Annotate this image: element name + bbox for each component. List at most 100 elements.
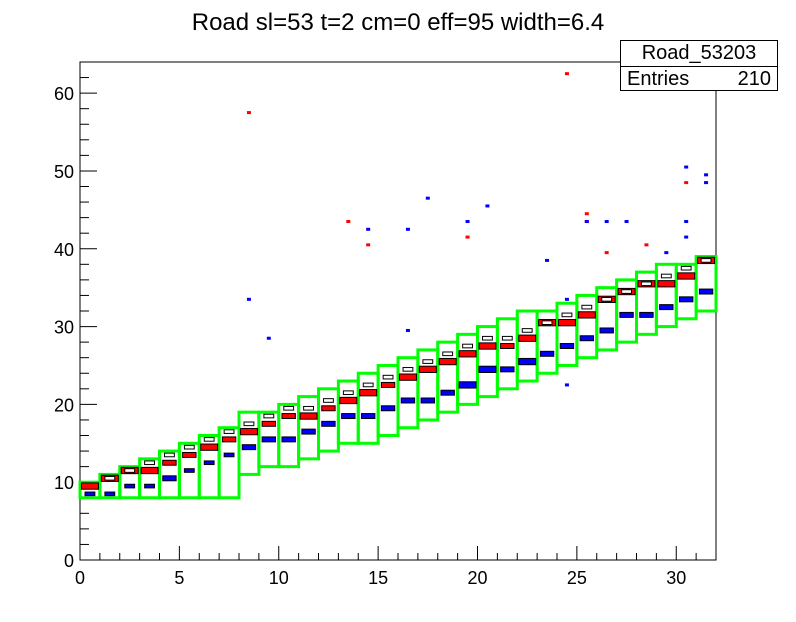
histogram-cell — [162, 475, 177, 482]
histogram-cell — [243, 421, 255, 427]
histogram-cell-outlier — [684, 165, 689, 169]
road-window-box — [495, 317, 519, 391]
plot-frame — [79, 61, 717, 561]
histogram-cell — [420, 397, 436, 404]
histogram-cell — [559, 343, 575, 349]
histogram-cell-outlier — [584, 212, 589, 216]
histogram-cells — [80, 72, 716, 497]
histogram-cell — [203, 437, 215, 442]
histogram-cell — [183, 444, 195, 450]
road-window-box — [158, 449, 181, 500]
road-window-box — [237, 410, 261, 476]
histogram-cell — [239, 427, 258, 436]
histogram-cell — [339, 396, 358, 405]
y-tick-label: 10 — [54, 473, 74, 493]
histogram-cell-outlier — [604, 220, 609, 224]
histogram-cell — [639, 311, 654, 318]
histogram-cell-outlier — [564, 297, 569, 301]
histogram-cell — [539, 350, 555, 357]
histogram-cell — [599, 327, 614, 334]
histogram-cell — [380, 381, 396, 388]
x-tick-label: 0 — [75, 568, 85, 588]
histogram-cell-outlier — [246, 111, 251, 115]
histogram-cell — [458, 381, 477, 389]
x-tick-label: 15 — [368, 568, 388, 588]
histogram-cell — [579, 335, 595, 342]
histogram-cell — [261, 436, 277, 443]
histogram-cell — [557, 319, 576, 327]
histogram-cell-outlier — [465, 235, 470, 239]
histogram-cell — [398, 373, 417, 381]
histogram-cell-outlier — [266, 336, 271, 340]
chart-title: Road sl=53 t=2 cm=0 eff=95 width=6.4 — [192, 9, 605, 36]
histogram-cell — [283, 405, 295, 411]
road-windows — [78, 255, 718, 500]
histogram-cell-outlier — [405, 227, 410, 231]
histogram-cell — [241, 444, 257, 451]
histogram-cell — [561, 312, 573, 318]
histogram-cell — [418, 365, 437, 374]
histogram-cell — [478, 365, 497, 374]
histogram-cell — [678, 296, 694, 303]
histogram-cell — [200, 443, 219, 451]
histogram-cell — [104, 475, 116, 481]
histogram-cell-outlier — [624, 220, 629, 224]
histogram-cell-outlier — [545, 258, 550, 262]
y-tick-label: 40 — [54, 240, 74, 260]
y-tick-label: 50 — [54, 162, 74, 182]
histogram-cell — [700, 258, 712, 263]
histogram-cell — [223, 452, 235, 458]
histogram-cell-outlier — [366, 227, 371, 231]
histogram-cell — [223, 429, 235, 434]
histogram-cell — [660, 273, 672, 279]
histogram-cell — [203, 460, 215, 466]
histogram-cell — [521, 328, 533, 333]
histogram-cell — [360, 413, 376, 420]
y-tick-label: 60 — [54, 84, 74, 104]
histogram-cell-outlier — [684, 235, 689, 239]
histogram-cell — [478, 342, 497, 350]
histogram-cell — [659, 304, 674, 311]
tick-labels: 0 5 10 15 20 25 30 0 10 20 30 40 50 60 — [54, 84, 686, 588]
histogram-cell — [402, 367, 414, 372]
stats-box-entries-row: Entries 210 — [621, 67, 777, 92]
histogram-cell-outlier — [564, 72, 569, 76]
histogram-cell-outlier — [604, 251, 609, 255]
histogram-cell — [183, 468, 195, 473]
stats-entries-label: Entries — [627, 68, 690, 90]
histogram-cell — [359, 389, 378, 397]
histogram-cell — [124, 483, 136, 489]
histogram-cell — [261, 420, 277, 427]
stats-entries-value: 210 — [737, 68, 771, 90]
histogram-cell — [500, 366, 515, 373]
histogram-cell — [124, 468, 136, 473]
histogram-cell — [442, 351, 454, 357]
histogram-cell — [501, 335, 513, 341]
road-window-box — [555, 301, 579, 367]
histogram-cell — [362, 382, 374, 388]
histogram-cell — [680, 265, 692, 271]
histogram-cell — [301, 428, 316, 435]
histogram-cell — [221, 436, 237, 443]
histogram-cell — [321, 420, 336, 427]
histogram-cell — [341, 413, 356, 420]
histogram-cell-outlier — [704, 173, 709, 177]
road-window-box — [336, 379, 360, 445]
histogram-cell — [382, 374, 394, 380]
histogram-cell — [577, 311, 596, 319]
road-window-box — [694, 255, 718, 313]
histogram-cell — [601, 297, 613, 302]
histogram-cell — [657, 280, 676, 288]
histogram-cell — [263, 413, 275, 419]
histogram-cell — [342, 390, 354, 396]
histogram-cell — [500, 343, 515, 349]
histogram-cell — [303, 405, 314, 411]
histogram-cell — [458, 350, 477, 358]
histogram-cell-outlier — [346, 220, 351, 224]
histogram-cell — [422, 359, 434, 364]
histogram-cell-outlier — [485, 204, 490, 208]
histogram-cell — [518, 357, 537, 366]
histogram-cell — [581, 304, 593, 310]
histogram-cell — [482, 335, 493, 341]
